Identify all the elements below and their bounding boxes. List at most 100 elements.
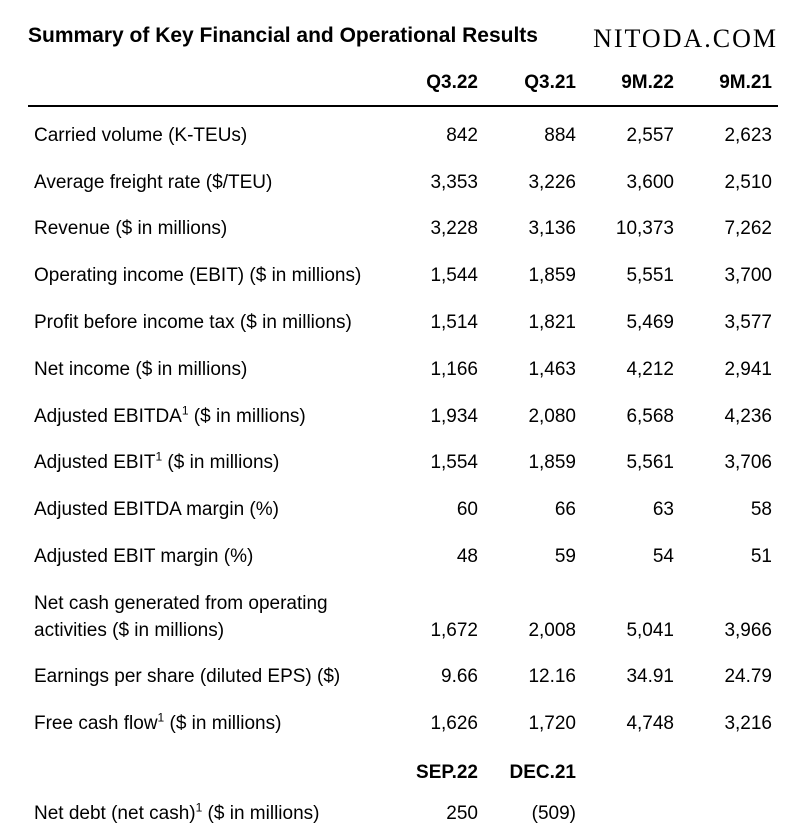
table-cell: 58	[680, 487, 778, 534]
row-label: Adjusted EBIT margin (%)	[28, 534, 386, 581]
table-cell: 3,353	[386, 160, 484, 207]
table-cell: 3,706	[680, 440, 778, 487]
row-label: Adjusted EBITDA margin (%)	[28, 487, 386, 534]
footnote-marker: 1	[196, 800, 203, 814]
table-cell: 34.91	[582, 654, 680, 701]
table-cell: 3,216	[680, 701, 778, 748]
table-cell: 1,166	[386, 347, 484, 394]
table-cell: 3,228	[386, 206, 484, 253]
table-cell: 3,136	[484, 206, 582, 253]
row-label: Free cash flow1 ($ in millions)	[28, 701, 386, 748]
table-cell: 5,551	[582, 253, 680, 300]
table-cell: 1,672	[386, 618, 484, 655]
table-row: Adjusted EBIT margin (%)48595451	[28, 534, 778, 581]
row-label	[28, 748, 386, 791]
row-label: Adjusted EBITDA1 ($ in millions)	[28, 394, 386, 441]
table-cell: 250	[386, 791, 484, 838]
table-cell	[386, 581, 484, 618]
table-cell: 3,577	[680, 300, 778, 347]
table-row: Net income ($ in millions)1,1661,4634,21…	[28, 347, 778, 394]
footnote-marker: 1	[158, 711, 165, 725]
table-cell: 59	[484, 534, 582, 581]
table-cell	[680, 748, 778, 791]
table-header-blank	[28, 62, 386, 106]
table-cell: 9.66	[386, 654, 484, 701]
table-row: Net debt (net cash)1 ($ in millions)250(…	[28, 791, 778, 838]
table-cell: 63	[582, 487, 680, 534]
col-header: Q3.21	[484, 62, 582, 106]
row-label: Carried volume (K-TEUs)	[28, 106, 386, 160]
table-cell: 2,941	[680, 347, 778, 394]
table-cell: 66	[484, 487, 582, 534]
table-cell: 1,626	[386, 701, 484, 748]
sub-col-header: SEP.22	[386, 748, 484, 791]
table-cell: (509)	[484, 791, 582, 838]
table-row: activities ($ in millions)1,6722,0085,04…	[28, 618, 778, 655]
footnote-marker: 1	[155, 450, 162, 464]
table-header-row: Q3.22 Q3.21 9M.22 9M.21	[28, 62, 778, 106]
table-cell: 5,561	[582, 440, 680, 487]
table-cell: 2,080	[484, 394, 582, 441]
table-row: Free cash flow1 ($ in millions)1,6261,72…	[28, 701, 778, 748]
row-label: Operating income (EBIT) ($ in millions)	[28, 253, 386, 300]
row-label: Net income ($ in millions)	[28, 347, 386, 394]
table-cell: 2,623	[680, 106, 778, 160]
table-cell: 10,373	[582, 206, 680, 253]
table-cell: 60	[386, 487, 484, 534]
table-cell: 3,966	[680, 618, 778, 655]
table-cell: 4,236	[680, 394, 778, 441]
watermark: NITODA.COM	[593, 24, 778, 54]
table-cell: 54	[582, 534, 680, 581]
table-row: Operating income (EBIT) ($ in millions)1…	[28, 253, 778, 300]
table-row: Adjusted EBIT1 ($ in millions)1,5541,859…	[28, 440, 778, 487]
table-cell: 1,554	[386, 440, 484, 487]
row-label: Earnings per share (diluted EPS) ($)	[28, 654, 386, 701]
table-cell: 5,469	[582, 300, 680, 347]
table-cell: 4,212	[582, 347, 680, 394]
table-body: Carried volume (K-TEUs)8428842,5572,623A…	[28, 106, 778, 838]
page-title: Summary of Key Financial and Operational…	[28, 24, 538, 48]
header-bar: Summary of Key Financial and Operational…	[28, 24, 778, 54]
table-row: Carried volume (K-TEUs)8428842,5572,623	[28, 106, 778, 160]
table-cell: 5,041	[582, 618, 680, 655]
table-row: Revenue ($ in millions)3,2283,13610,3737…	[28, 206, 778, 253]
table-row: Adjusted EBITDA margin (%)60666358	[28, 487, 778, 534]
table-cell: 24.79	[680, 654, 778, 701]
row-label: Profit before income tax ($ in millions)	[28, 300, 386, 347]
row-label: Adjusted EBIT1 ($ in millions)	[28, 440, 386, 487]
table-row: Average freight rate ($/TEU)3,3533,2263,…	[28, 160, 778, 207]
sub-header-row: SEP.22DEC.21	[28, 748, 778, 791]
table-cell	[582, 581, 680, 618]
table-cell: 1,544	[386, 253, 484, 300]
col-header: 9M.21	[680, 62, 778, 106]
table-cell	[582, 791, 680, 838]
footnote-marker: 1	[182, 403, 189, 417]
table-cell: 1,463	[484, 347, 582, 394]
table-row: Net cash generated from operating	[28, 581, 778, 618]
table-cell: 3,226	[484, 160, 582, 207]
table-cell: 1,859	[484, 253, 582, 300]
row-label: Net cash generated from operating	[28, 581, 386, 618]
row-label: Average freight rate ($/TEU)	[28, 160, 386, 207]
table-cell: 3,700	[680, 253, 778, 300]
table-cell: 12.16	[484, 654, 582, 701]
table-cell: 51	[680, 534, 778, 581]
table-cell: 1,720	[484, 701, 582, 748]
table-cell: 1,934	[386, 394, 484, 441]
table-cell: 4,748	[582, 701, 680, 748]
table-cell	[484, 581, 582, 618]
row-label: Net debt (net cash)1 ($ in millions)	[28, 791, 386, 838]
table-cell: 48	[386, 534, 484, 581]
table-cell: 842	[386, 106, 484, 160]
table-cell: 6,568	[582, 394, 680, 441]
col-header: Q3.22	[386, 62, 484, 106]
table-cell: 2,557	[582, 106, 680, 160]
table-cell: 2,008	[484, 618, 582, 655]
table-cell	[680, 581, 778, 618]
table-cell: 3,600	[582, 160, 680, 207]
table-cell: 7,262	[680, 206, 778, 253]
financial-table: Q3.22 Q3.21 9M.22 9M.21 Carried volume (…	[28, 62, 778, 838]
table-cell: 1,514	[386, 300, 484, 347]
col-header: 9M.22	[582, 62, 680, 106]
table-cell	[582, 748, 680, 791]
